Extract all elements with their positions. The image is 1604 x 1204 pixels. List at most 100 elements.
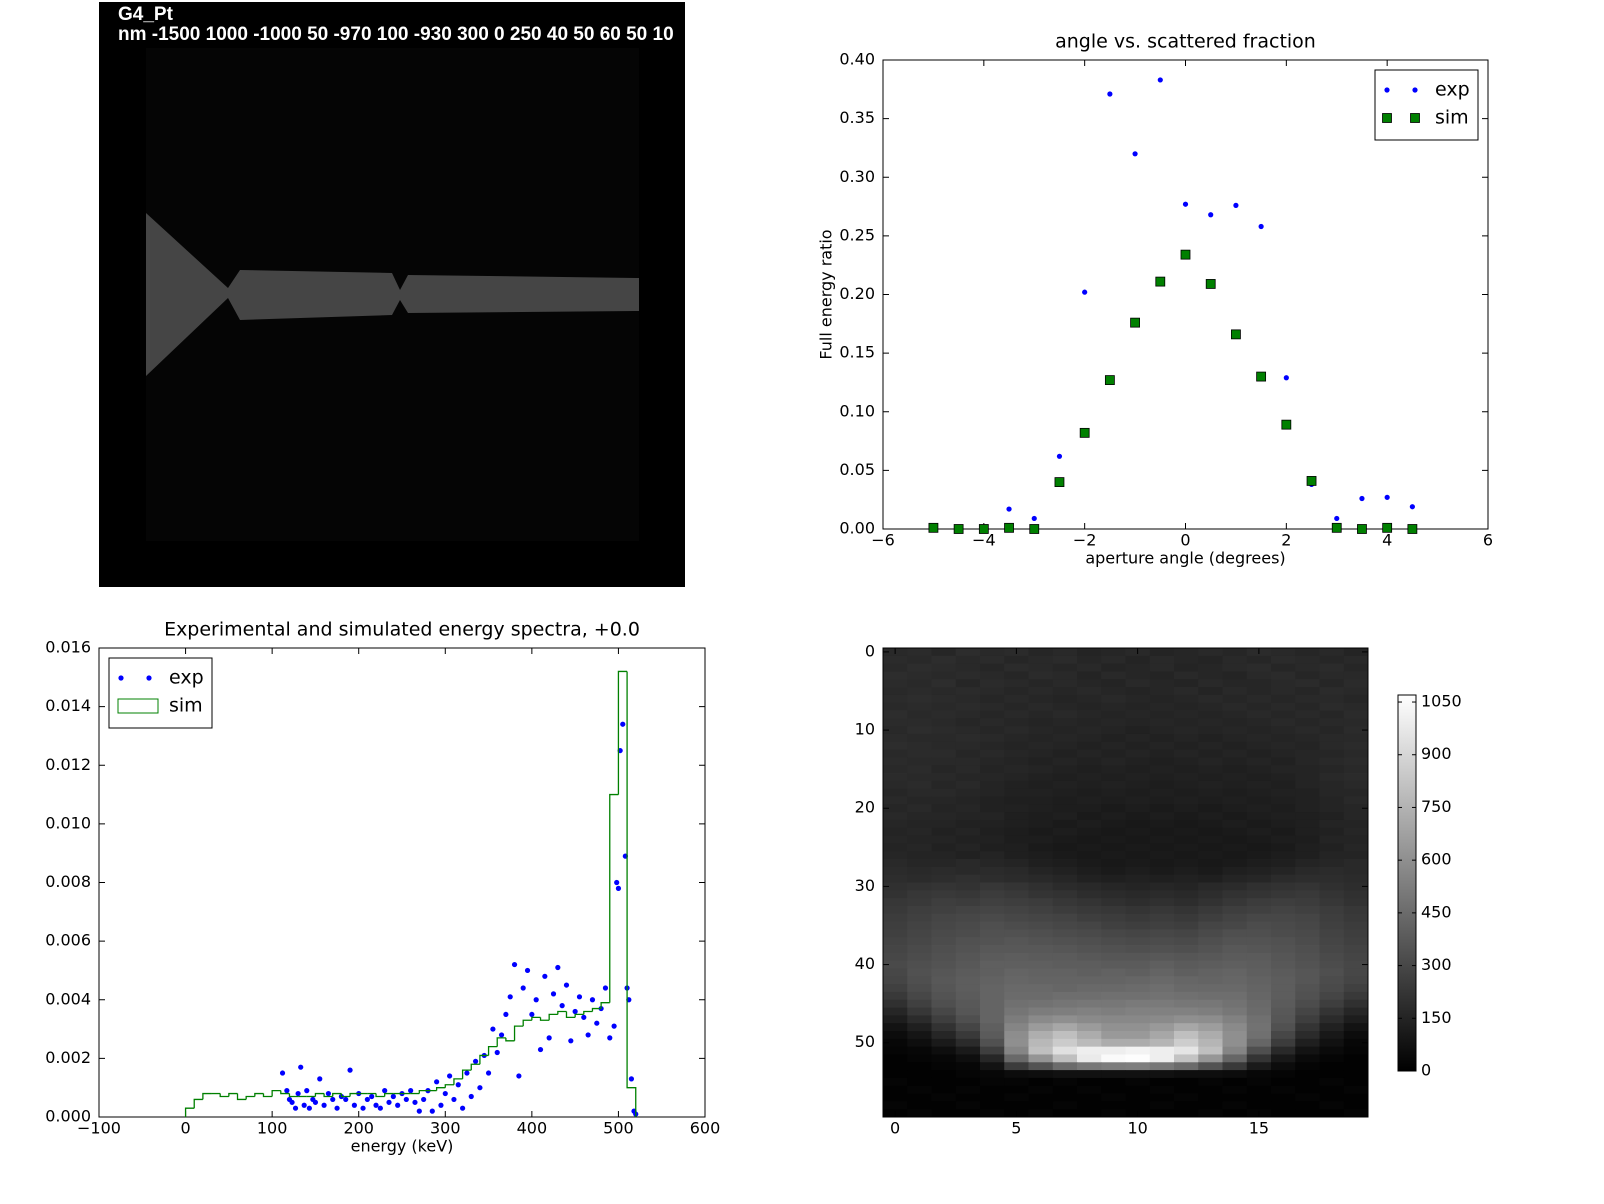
heatmap-cell <box>1246 952 1272 962</box>
y-tick-label: 0.40 <box>839 50 875 69</box>
heatmap-cell <box>931 827 957 836</box>
heatmap-cell <box>955 1031 981 1040</box>
heatmap-cell <box>1319 733 1345 743</box>
heatmap-cell <box>1101 819 1126 829</box>
heatmap-cell <box>1246 827 1272 836</box>
marker <box>572 1008 578 1015</box>
heatmap-cell <box>1343 952 1369 962</box>
heatmap-cell <box>883 679 908 688</box>
heatmap-cell <box>1101 749 1126 758</box>
heatmap-cell <box>1246 749 1272 758</box>
heatmap-cell <box>1004 1054 1029 1063</box>
heatmap-cell <box>1198 976 1223 985</box>
heatmap-cell <box>1246 1031 1272 1040</box>
heatmap-cell <box>1319 765 1345 774</box>
heatmap-cell <box>1319 648 1345 657</box>
heatmap-cell <box>1295 694 1320 704</box>
heatmap-cell <box>1125 999 1151 1008</box>
heatmap-cell <box>1222 968 1248 977</box>
heatmap-cell <box>1004 1038 1029 1048</box>
heatmap-cell <box>1004 945 1029 954</box>
heatmap-cell <box>1028 890 1054 899</box>
heatmap-cell <box>1246 804 1272 813</box>
heatmap-cell <box>1052 968 1078 977</box>
heatmap-cell <box>1028 648 1054 657</box>
heatmap-cell <box>1246 968 1272 977</box>
heatmap-cell <box>1149 726 1175 735</box>
heatmap-cell <box>1271 694 1296 704</box>
heatmap-cell <box>931 999 957 1008</box>
heatmap-cell <box>1077 718 1102 727</box>
heatmap-cell <box>1077 905 1102 915</box>
heatmap-cell <box>907 945 932 954</box>
histogram-step <box>245 1095 255 1100</box>
heatmap-cell <box>931 1031 957 1040</box>
marker <box>1258 223 1264 230</box>
heatmap-cell <box>1125 851 1151 860</box>
heatmap-cell <box>1295 1109 1320 1118</box>
heatmap-cell <box>1319 1023 1345 1032</box>
marker <box>503 1011 509 1018</box>
heatmap-cell <box>1052 757 1078 766</box>
heatmap-cell <box>931 648 957 657</box>
heatmap-cell <box>1028 1077 1054 1087</box>
heatmap-cell <box>955 1085 981 1094</box>
heatmap-cell <box>955 1015 981 1024</box>
marker <box>1331 522 1342 533</box>
heatmap-cell <box>907 1109 932 1118</box>
heatmap-cell <box>1246 796 1272 805</box>
marker <box>304 1088 310 1094</box>
heatmap-cell <box>955 835 981 844</box>
heatmap-cell <box>980 804 1005 813</box>
heatmap-cell <box>1125 702 1151 711</box>
heatmap-cell <box>907 859 932 868</box>
marker <box>306 1105 312 1111</box>
heatmap-cell <box>1149 1101 1175 1110</box>
heatmap-cell <box>1343 859 1369 868</box>
heatmap-cell <box>980 648 1005 657</box>
heatmap-cell <box>1343 984 1369 993</box>
heatmap-cell <box>907 1062 932 1071</box>
heatmap-cell <box>1246 687 1272 696</box>
heatmap-cell <box>1271 773 1296 782</box>
heatmap-cell <box>907 819 932 829</box>
heatmap-cell <box>1028 874 1054 883</box>
heatmap-cell <box>980 1101 1005 1110</box>
heatmap-cell <box>1101 851 1126 860</box>
heatmap-cell <box>1174 1015 1199 1024</box>
heatmap-cell <box>1125 929 1151 938</box>
heatmap-cell <box>1271 843 1296 852</box>
heatmap-cell <box>907 671 932 680</box>
heatmap-cell <box>980 937 1005 946</box>
heatmap-cell <box>1149 851 1175 860</box>
heatmap-cell <box>1125 718 1151 727</box>
heatmap-cell <box>1004 968 1029 977</box>
heatmap-cell <box>1198 1093 1223 1102</box>
heatmap-cell <box>1028 655 1054 665</box>
heatmap-cell <box>1343 1054 1369 1063</box>
x-tick-label: −6 <box>871 531 895 550</box>
heatmap-cell <box>907 702 932 711</box>
heatmap-cell <box>1052 710 1078 719</box>
heatmap-cell <box>1343 929 1369 938</box>
heatmap-cell <box>1028 984 1054 993</box>
heatmap-cell <box>1246 913 1272 922</box>
heatmap-cell <box>1246 851 1272 860</box>
heatmap-cell <box>1174 679 1199 688</box>
heatmap-cell <box>1319 1031 1345 1040</box>
heatmap-cell <box>931 1085 957 1094</box>
heatmap-cell <box>883 1007 908 1016</box>
heatmap-cell <box>1246 663 1272 672</box>
legend-marker <box>146 675 152 681</box>
heatmap-cell <box>1077 765 1102 774</box>
heatmap-cell <box>883 773 908 782</box>
heatmap-cell <box>883 804 908 813</box>
marker <box>403 1096 409 1103</box>
heatmap-cell <box>883 1023 908 1032</box>
heatmap-cell <box>1028 859 1054 868</box>
heatmap-cell <box>1222 1031 1248 1040</box>
histogram-step <box>314 1092 325 1097</box>
heatmap-cell <box>1295 710 1320 719</box>
heatmap-cell <box>980 905 1005 915</box>
heatmap-cell <box>907 1070 932 1079</box>
